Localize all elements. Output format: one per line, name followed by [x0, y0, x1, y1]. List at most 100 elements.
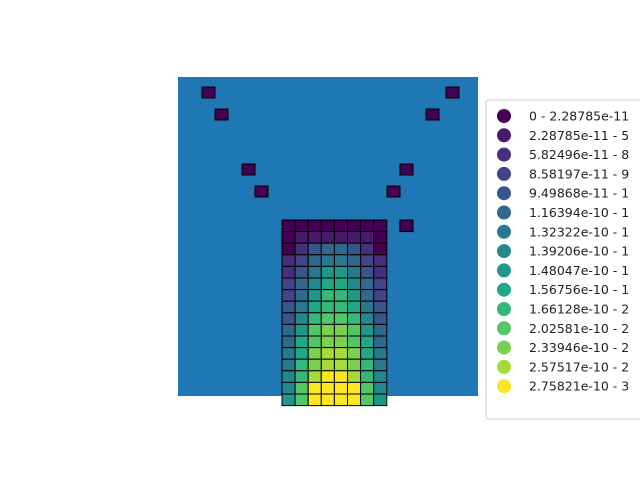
heatmap-cell — [281, 219, 296, 233]
legend-marker — [497, 244, 511, 259]
heatmap-cell — [294, 289, 309, 302]
heatmap-cell — [360, 231, 375, 244]
heatmap-cell — [333, 312, 348, 325]
heatmap-cell — [281, 300, 296, 314]
legend-label: 1.16394e-10 - 1 — [529, 205, 629, 220]
heatmap-cell — [333, 277, 348, 291]
heatmap-cell — [307, 265, 322, 279]
legend-label: 1.66128e-10 - 2 — [529, 302, 629, 317]
heatmap-cell — [347, 265, 362, 279]
heatmap-cell — [360, 335, 375, 349]
legend-label: 9.49868e-11 - 1 — [529, 186, 629, 201]
heatmap-cell — [347, 277, 362, 291]
heatmap-cell — [360, 381, 375, 395]
heatmap-cell — [320, 370, 335, 383]
heatmap-cell — [333, 335, 348, 349]
heatmap-cell — [373, 231, 388, 244]
legend-marker — [497, 282, 511, 297]
legend-label: 2.28785e-11 - 5 — [529, 128, 629, 143]
heatmap-cell — [307, 231, 322, 244]
heatmap-cell — [347, 231, 362, 244]
heatmap-cell — [333, 300, 348, 314]
heatmap-cell — [347, 312, 362, 325]
legend-marker — [497, 109, 511, 123]
legend-marker — [497, 321, 511, 336]
heatmap-cell — [373, 323, 388, 337]
heatmap-cell — [281, 289, 296, 302]
legend-marker — [497, 186, 511, 201]
heatmap-cell — [201, 86, 216, 99]
heatmap-cell — [214, 108, 229, 121]
heatmap-cell — [347, 300, 362, 314]
heatmap-cell — [307, 323, 322, 337]
heatmap-cell — [294, 242, 309, 256]
heatmap-cell — [399, 219, 414, 233]
heatmap-cell — [373, 312, 388, 325]
heatmap-cell — [307, 277, 322, 291]
heatmap-cell — [333, 358, 348, 372]
legend-label: 1.39206e-10 - 1 — [529, 244, 629, 259]
heatmap-cell — [425, 108, 440, 121]
legend-marker — [497, 340, 511, 355]
heatmap-cell — [333, 370, 348, 383]
heatmap-cell — [373, 381, 388, 395]
heatmap-cell — [373, 265, 388, 279]
legend-label: 2.33946e-10 - 2 — [529, 340, 629, 355]
heatmap-cell — [373, 393, 388, 407]
heatmap-cell — [294, 358, 309, 372]
legend-marker — [497, 379, 511, 394]
legend-marker — [497, 166, 511, 181]
heatmap-cell — [281, 393, 296, 407]
heatmap-cell — [281, 381, 296, 395]
heatmap-cell — [281, 231, 296, 244]
heatmap-cell — [360, 219, 375, 233]
heatmap-cell — [294, 231, 309, 244]
heatmap-cell — [281, 370, 296, 383]
heatmap-cell — [333, 219, 348, 233]
heatmap-cell — [307, 312, 322, 325]
heatmap-cell — [360, 323, 375, 337]
heatmap-cell — [307, 254, 322, 267]
heatmap-cell — [333, 242, 348, 256]
heatmap-cell — [281, 265, 296, 279]
heatmap-cell — [373, 277, 388, 291]
heatmap-cell — [360, 347, 375, 360]
legend-marker — [497, 263, 511, 278]
heatmap-cell — [294, 265, 309, 279]
heatmap-cell — [307, 219, 322, 233]
legend-label: 0 - 2.28785e-11 — [529, 109, 629, 124]
heatmap-cell — [360, 289, 375, 302]
heatmap-cell — [307, 358, 322, 372]
heatmap-cell — [294, 393, 309, 407]
heatmap-cell — [294, 323, 309, 337]
heatmap-cell — [294, 370, 309, 383]
heatmap-cell — [360, 265, 375, 279]
legend-marker — [497, 147, 511, 162]
heatmap-cell — [294, 277, 309, 291]
heatmap-cell — [307, 300, 322, 314]
heatmap-cell — [294, 347, 309, 360]
legend-marker — [497, 224, 511, 239]
legend-entries: 0 - 2.28785e-11 2.28785e-11 - 5 5.82496e-1… — [497, 109, 629, 394]
heatmap-cell — [281, 242, 296, 256]
heatmap-cell — [360, 300, 375, 314]
heatmap-cell — [333, 289, 348, 302]
legend-label: 1.32322e-10 - 1 — [529, 224, 629, 239]
heatmap-cell — [373, 289, 388, 302]
heatmap-cell — [360, 370, 375, 383]
heatmap-cell — [360, 312, 375, 325]
heatmap-cell — [320, 254, 335, 267]
heatmap-cell — [294, 254, 309, 267]
legend-frame — [485, 99, 640, 420]
heatmap-cell — [294, 381, 309, 395]
heatmap-cell — [320, 242, 335, 256]
legend-label: 5.82496e-11 - 8 — [529, 147, 629, 162]
legend-label: 2.02581e-10 - 2 — [529, 321, 629, 336]
heatmap-cell — [281, 358, 296, 372]
heatmap-cell — [445, 86, 460, 99]
heatmap-cell — [333, 323, 348, 337]
legend-marker — [497, 128, 511, 143]
heatmap-cell — [294, 312, 309, 325]
heatmap-cell — [347, 347, 362, 360]
